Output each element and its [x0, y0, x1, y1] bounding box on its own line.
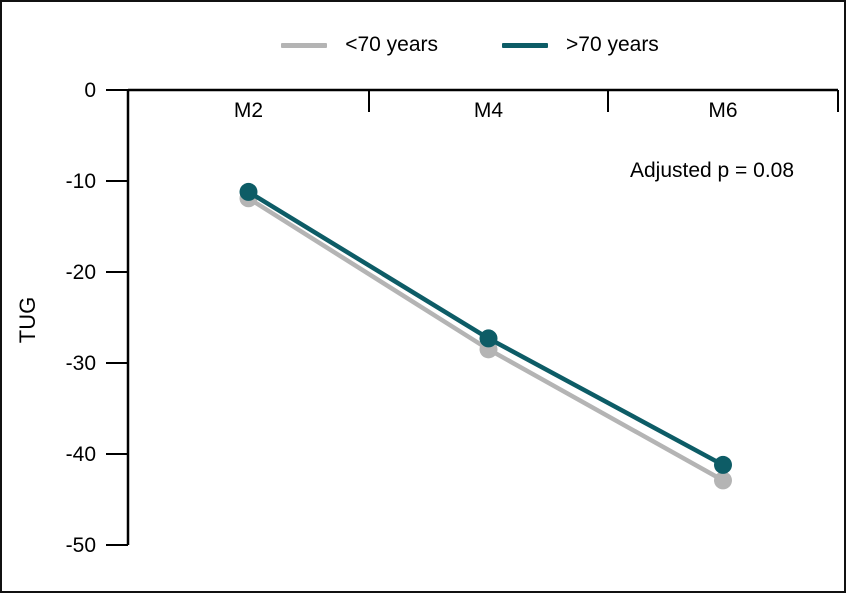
series-marker-over-70: [479, 329, 498, 348]
legend-label-under-70: <70 years: [345, 33, 438, 56]
legend-swatch-over-70: [502, 42, 548, 48]
y-tick-label: -20: [66, 261, 96, 284]
series-marker-under-70: [714, 471, 732, 490]
x-category-label: M4: [474, 99, 503, 122]
legend: <70 years >70 years: [49, 32, 844, 58]
y-tick-label: -30: [66, 352, 96, 375]
series-marker-over-70: [714, 455, 732, 474]
x-category-label: M2: [234, 99, 263, 122]
y-tick-label: 0: [84, 79, 96, 102]
x-category-label: M6: [708, 99, 737, 122]
series-line-over-70: [247, 189, 725, 467]
y-tick-label: -50: [66, 534, 96, 557]
annotation-adjusted-p: Adjusted p = 0.08: [630, 159, 794, 182]
legend-label-over-70: >70 years: [566, 33, 659, 56]
y-tick-label: -40: [66, 443, 96, 466]
y-axis-title: TUG: [15, 297, 40, 343]
y-tick-label: -10: [66, 170, 96, 193]
legend-swatch-under-70: [281, 42, 328, 48]
series-marker-over-70: [239, 182, 258, 201]
